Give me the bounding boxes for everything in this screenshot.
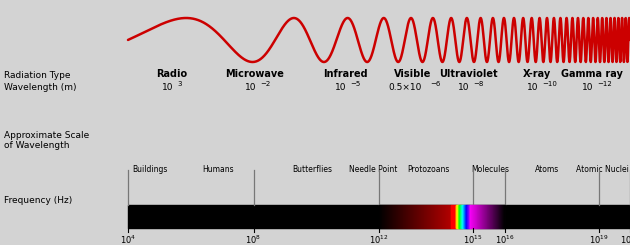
Text: −10: −10 bbox=[542, 81, 558, 87]
Text: of Wavelength: of Wavelength bbox=[4, 142, 69, 150]
Text: $10^{16}$: $10^{16}$ bbox=[495, 234, 514, 245]
Text: 10: 10 bbox=[163, 83, 174, 91]
Text: Gamma ray: Gamma ray bbox=[561, 69, 623, 79]
Text: −8: −8 bbox=[474, 81, 484, 87]
Text: Atoms: Atoms bbox=[535, 165, 559, 174]
Text: Approximate Scale: Approximate Scale bbox=[4, 131, 89, 139]
Text: Protozoans: Protozoans bbox=[407, 165, 449, 174]
Text: X-ray: X-ray bbox=[523, 69, 551, 79]
Text: 3: 3 bbox=[178, 81, 182, 87]
Text: 10: 10 bbox=[527, 83, 539, 91]
Text: Atomic Nuclei: Atomic Nuclei bbox=[576, 165, 629, 174]
Text: Molecules: Molecules bbox=[471, 165, 509, 174]
Text: $10^{15}$: $10^{15}$ bbox=[463, 234, 483, 245]
Text: $10^{19}$: $10^{19}$ bbox=[588, 234, 609, 245]
Text: Butterflies: Butterflies bbox=[292, 165, 332, 174]
Text: −6: −6 bbox=[430, 81, 440, 87]
Text: 10: 10 bbox=[582, 83, 593, 91]
Text: $10^4$: $10^4$ bbox=[120, 234, 136, 245]
Text: Frequency (Hz): Frequency (Hz) bbox=[4, 196, 72, 205]
Text: −2: −2 bbox=[261, 81, 271, 87]
Text: Infrared: Infrared bbox=[323, 69, 367, 79]
Text: Ultraviolet: Ultraviolet bbox=[438, 69, 497, 79]
Text: −5: −5 bbox=[351, 81, 361, 87]
Text: Wavelength (m): Wavelength (m) bbox=[4, 84, 76, 93]
Text: 10: 10 bbox=[335, 83, 347, 91]
Text: Visible: Visible bbox=[394, 69, 432, 79]
Text: 10: 10 bbox=[458, 83, 470, 91]
Text: Microwave: Microwave bbox=[226, 69, 284, 79]
Text: $10^{12}$: $10^{12}$ bbox=[369, 234, 389, 245]
Text: $10^8$: $10^8$ bbox=[246, 234, 261, 245]
Text: $10^{20}$: $10^{20}$ bbox=[620, 234, 630, 245]
Text: 0.5×10: 0.5×10 bbox=[388, 83, 421, 91]
Text: Needle Point: Needle Point bbox=[349, 165, 397, 174]
Text: Buildings: Buildings bbox=[132, 165, 168, 174]
Text: Radiation Type: Radiation Type bbox=[4, 71, 71, 79]
Text: Humans: Humans bbox=[202, 165, 234, 174]
Bar bbox=[128, 205, 630, 228]
Text: −12: −12 bbox=[598, 81, 612, 87]
Text: 10: 10 bbox=[245, 83, 257, 91]
Text: Radio: Radio bbox=[156, 69, 188, 79]
